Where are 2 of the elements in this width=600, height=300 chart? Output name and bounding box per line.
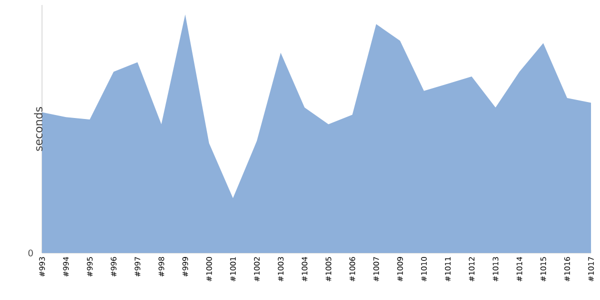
text: 0	[28, 250, 33, 256]
y-axis-title: seconds	[34, 107, 42, 151]
